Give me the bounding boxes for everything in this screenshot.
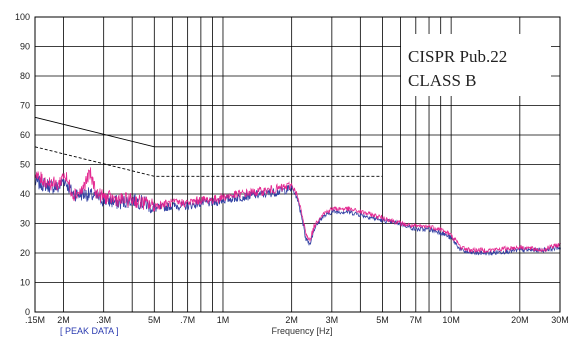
- y-tick-label: 10: [20, 278, 30, 288]
- y-tick-label: 60: [20, 130, 30, 140]
- x-tick-label: 7M: [410, 315, 423, 325]
- x-tick-label: 10M: [442, 315, 460, 325]
- y-tick-labels: 0 10 20 30 40 50 60 70 80 90 100: [15, 12, 30, 317]
- y-tick-label: 20: [20, 248, 30, 258]
- x-tick-label: 1M: [217, 315, 230, 325]
- y-tick-label: 40: [20, 189, 30, 199]
- x-tick-label: .3M: [96, 315, 111, 325]
- x-tick-label: 5M: [148, 315, 161, 325]
- y-tick-label: 100: [15, 12, 30, 22]
- series-line-magenta: [34, 167, 561, 254]
- y-tick-label: 80: [20, 71, 30, 81]
- y-tick-label: 30: [20, 219, 30, 229]
- limit-line-average: [34, 146, 383, 177]
- x-tick-label: 20M: [511, 315, 529, 325]
- limit-lines: [34, 116, 383, 177]
- x-tick-label: 5M: [376, 315, 389, 325]
- x-tick-label: 30M: [551, 315, 569, 325]
- plot-frame: [34, 16, 561, 313]
- series-line-blue: [34, 175, 561, 257]
- peak-data-label: [ PEAK DATA ]: [60, 326, 119, 336]
- y-tick-label: 70: [20, 101, 30, 111]
- limit-line-quasi-peak: [34, 116, 383, 148]
- x-tick-label: 3M: [326, 315, 339, 325]
- annotation-line-2: CLASS B: [408, 71, 477, 90]
- plot-border: [34, 16, 561, 313]
- y-tick-label: 50: [20, 160, 30, 170]
- series-layer: [34, 167, 561, 257]
- x-tick-label: .15M: [25, 315, 45, 325]
- y-tick-label: 0: [25, 307, 30, 317]
- x-tick-label: 2M: [285, 315, 298, 325]
- y-tick-label: 90: [20, 42, 30, 52]
- annotation-box: [401, 34, 551, 96]
- x-axis-label: Frequency [Hz]: [271, 326, 332, 336]
- annotation-line-1: CISPR Pub.22: [408, 47, 507, 66]
- x-tick-label: 2M: [57, 315, 70, 325]
- standard-annotation: CISPR Pub.22 CLASS B: [401, 34, 551, 96]
- x-tick-label: .7M: [180, 315, 195, 325]
- x-tick-labels: .15M 2M .3M 5M .7M 1M 2M 3M 5M 7M 10M 20M 30M: [25, 315, 569, 325]
